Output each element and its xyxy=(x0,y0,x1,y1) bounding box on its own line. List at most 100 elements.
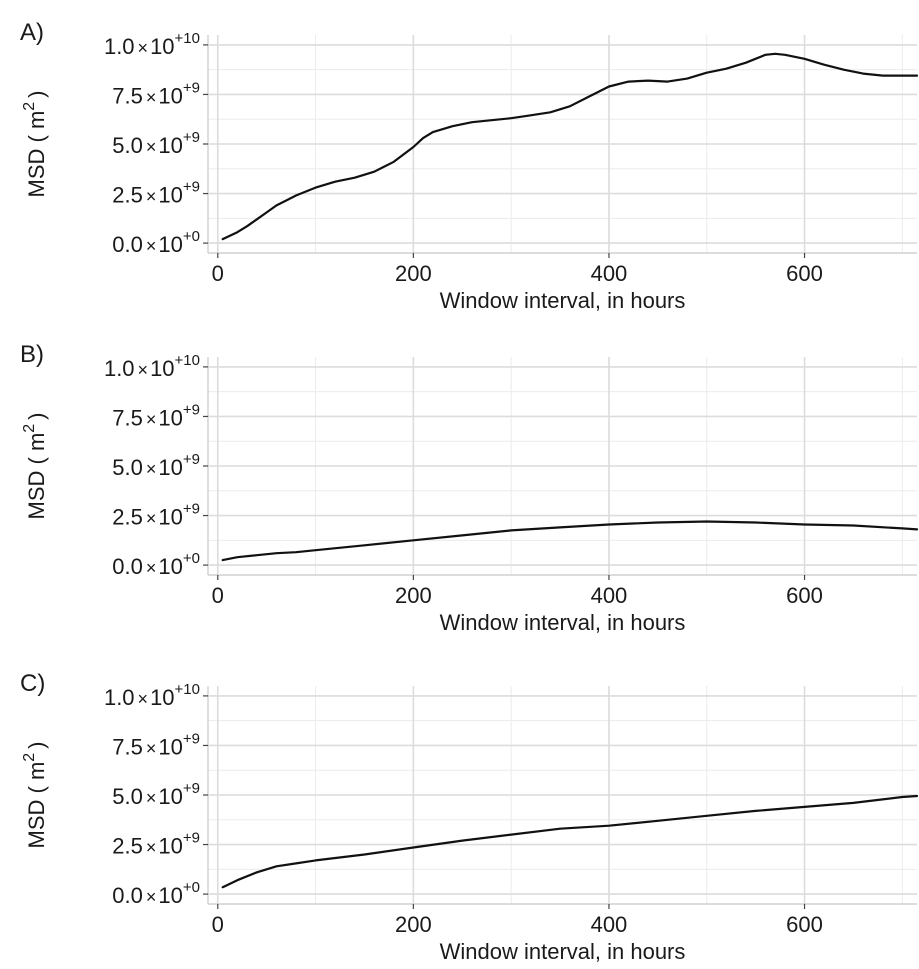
y-tick-label: 7.5 ×10+9 xyxy=(112,79,200,108)
y-tick-mantissa: 7.5 xyxy=(112,405,143,430)
y-tick-label: 5.0 ×10+9 xyxy=(112,780,200,809)
y-tick-label: 5.0 ×10+9 xyxy=(112,451,200,480)
y-tick-times: × xyxy=(138,38,149,58)
y-tick-label: 7.5 ×10+9 xyxy=(112,401,200,430)
y-tick-label: 2.5 ×10+9 xyxy=(112,179,200,208)
y-tick-exponent: +9 xyxy=(183,730,200,747)
x-tick-label: 200 xyxy=(395,912,432,937)
y-tick-times: × xyxy=(138,689,149,709)
y-tick-base: 10 xyxy=(158,883,182,908)
y-tick-exponent: +9 xyxy=(183,129,200,146)
y-tick-times: × xyxy=(146,137,157,157)
y-tick-base: 10 xyxy=(158,83,182,108)
y-tick-label: 0.0 ×10+0 xyxy=(112,228,200,257)
x-tick-label: 0 xyxy=(212,261,224,286)
series-line-1 xyxy=(221,52,919,241)
panel-label: A) xyxy=(20,19,44,46)
y-tick-exponent: +10 xyxy=(175,681,200,698)
x-tick-label: 200 xyxy=(395,583,432,608)
y-tick-mantissa: 0.0 xyxy=(112,554,143,579)
y-tick-mantissa: 0.0 xyxy=(112,883,143,908)
y-tick-exponent: +9 xyxy=(183,830,200,847)
y-tick-base: 10 xyxy=(158,405,182,430)
y-axis-title: MSD ( m2) xyxy=(21,742,49,849)
y-axis-title-text: MSD ( m xyxy=(24,433,49,520)
y-tick-mantissa: 2.5 xyxy=(112,183,143,208)
y-tick-base: 10 xyxy=(158,455,182,480)
y-tick-exponent: +0 xyxy=(183,879,200,896)
y-tick-exponent: +0 xyxy=(183,550,200,567)
y-tick-exponent: +0 xyxy=(183,228,200,245)
y-tick-label: 5.0 ×10+9 xyxy=(112,129,200,158)
y-tick-label: 1.0 ×10+10 xyxy=(104,352,200,381)
y-tick-times: × xyxy=(138,360,149,380)
y-tick-label: 1.0 ×10+10 xyxy=(104,30,200,59)
x-tick-label: 400 xyxy=(591,261,628,286)
y-tick-mantissa: 1.0 xyxy=(104,356,135,381)
y-axis-title-superscript: 2 xyxy=(21,102,38,111)
y-tick-mantissa: 2.5 xyxy=(112,834,143,859)
x-tick-label: 600 xyxy=(786,583,823,608)
x-tick-label: 600 xyxy=(786,261,823,286)
y-tick-base: 10 xyxy=(150,34,174,59)
y-tick-base: 10 xyxy=(150,356,174,381)
y-tick-base: 10 xyxy=(158,133,182,158)
y-tick-exponent: +9 xyxy=(183,501,200,518)
y-axis-title: MSD ( m2) xyxy=(21,413,49,520)
y-tick-label: 0.0 ×10+0 xyxy=(112,879,200,908)
y-axis-title-superscript: 2 xyxy=(21,753,38,762)
y-tick-base: 10 xyxy=(158,505,182,530)
y-tick-times: × xyxy=(146,838,157,858)
y-tick-times: × xyxy=(146,509,157,529)
x-tick-label: 600 xyxy=(786,912,823,937)
y-tick-mantissa: 5.0 xyxy=(112,455,143,480)
y-tick-times: × xyxy=(146,738,157,758)
y-tick-base: 10 xyxy=(158,834,182,859)
y-tick-mantissa: 0.0 xyxy=(112,232,143,257)
y-tick-exponent: +9 xyxy=(183,401,200,418)
y-tick-exponent: +9 xyxy=(183,179,200,196)
y-tick-base: 10 xyxy=(158,784,182,809)
y-tick-exponent: +10 xyxy=(175,30,200,47)
y-tick-mantissa: 2.5 xyxy=(112,505,143,530)
y-tick-label: 7.5 ×10+9 xyxy=(112,730,200,759)
series-line-1 xyxy=(221,520,919,562)
x-axis-title: Window interval, in hours xyxy=(440,939,686,964)
x-tick-label: 0 xyxy=(212,583,224,608)
y-tick-label: 2.5 ×10+9 xyxy=(112,501,200,530)
y-axis-title-superscript: 2 xyxy=(21,424,38,433)
y-tick-mantissa: 5.0 xyxy=(112,133,143,158)
series-line-1 xyxy=(221,794,919,889)
x-tick-label: 400 xyxy=(591,583,628,608)
y-tick-mantissa: 1.0 xyxy=(104,685,135,710)
y-tick-exponent: +9 xyxy=(183,451,200,468)
x-tick-label: 0 xyxy=(212,912,224,937)
y-tick-exponent: +9 xyxy=(183,79,200,96)
y-tick-mantissa: 7.5 xyxy=(112,734,143,759)
x-tick-label: 400 xyxy=(591,912,628,937)
panel-label: B) xyxy=(20,341,44,368)
y-axis-title: MSD ( m2) xyxy=(21,91,49,198)
y-tick-mantissa: 5.0 xyxy=(112,784,143,809)
y-axis-title-text: MSD ( m xyxy=(24,111,49,198)
y-tick-times: × xyxy=(146,887,157,907)
y-tick-label: 1.0 ×10+10 xyxy=(104,681,200,710)
x-axis-title: Window interval, in hours xyxy=(440,288,686,313)
y-tick-mantissa: 7.5 xyxy=(112,83,143,108)
y-tick-times: × xyxy=(146,788,157,808)
y-tick-label: 0.0 ×10+0 xyxy=(112,550,200,579)
y-tick-base: 10 xyxy=(150,685,174,710)
panel-label: C) xyxy=(20,670,45,697)
x-axis-title: Window interval, in hours xyxy=(440,610,686,635)
y-tick-base: 10 xyxy=(158,183,182,208)
y-tick-times: × xyxy=(146,187,157,207)
y-tick-times: × xyxy=(146,459,157,479)
y-tick-times: × xyxy=(146,409,157,429)
y-axis-title-close: ) xyxy=(24,413,49,420)
y-tick-times: × xyxy=(146,236,157,256)
y-tick-base: 10 xyxy=(158,554,182,579)
